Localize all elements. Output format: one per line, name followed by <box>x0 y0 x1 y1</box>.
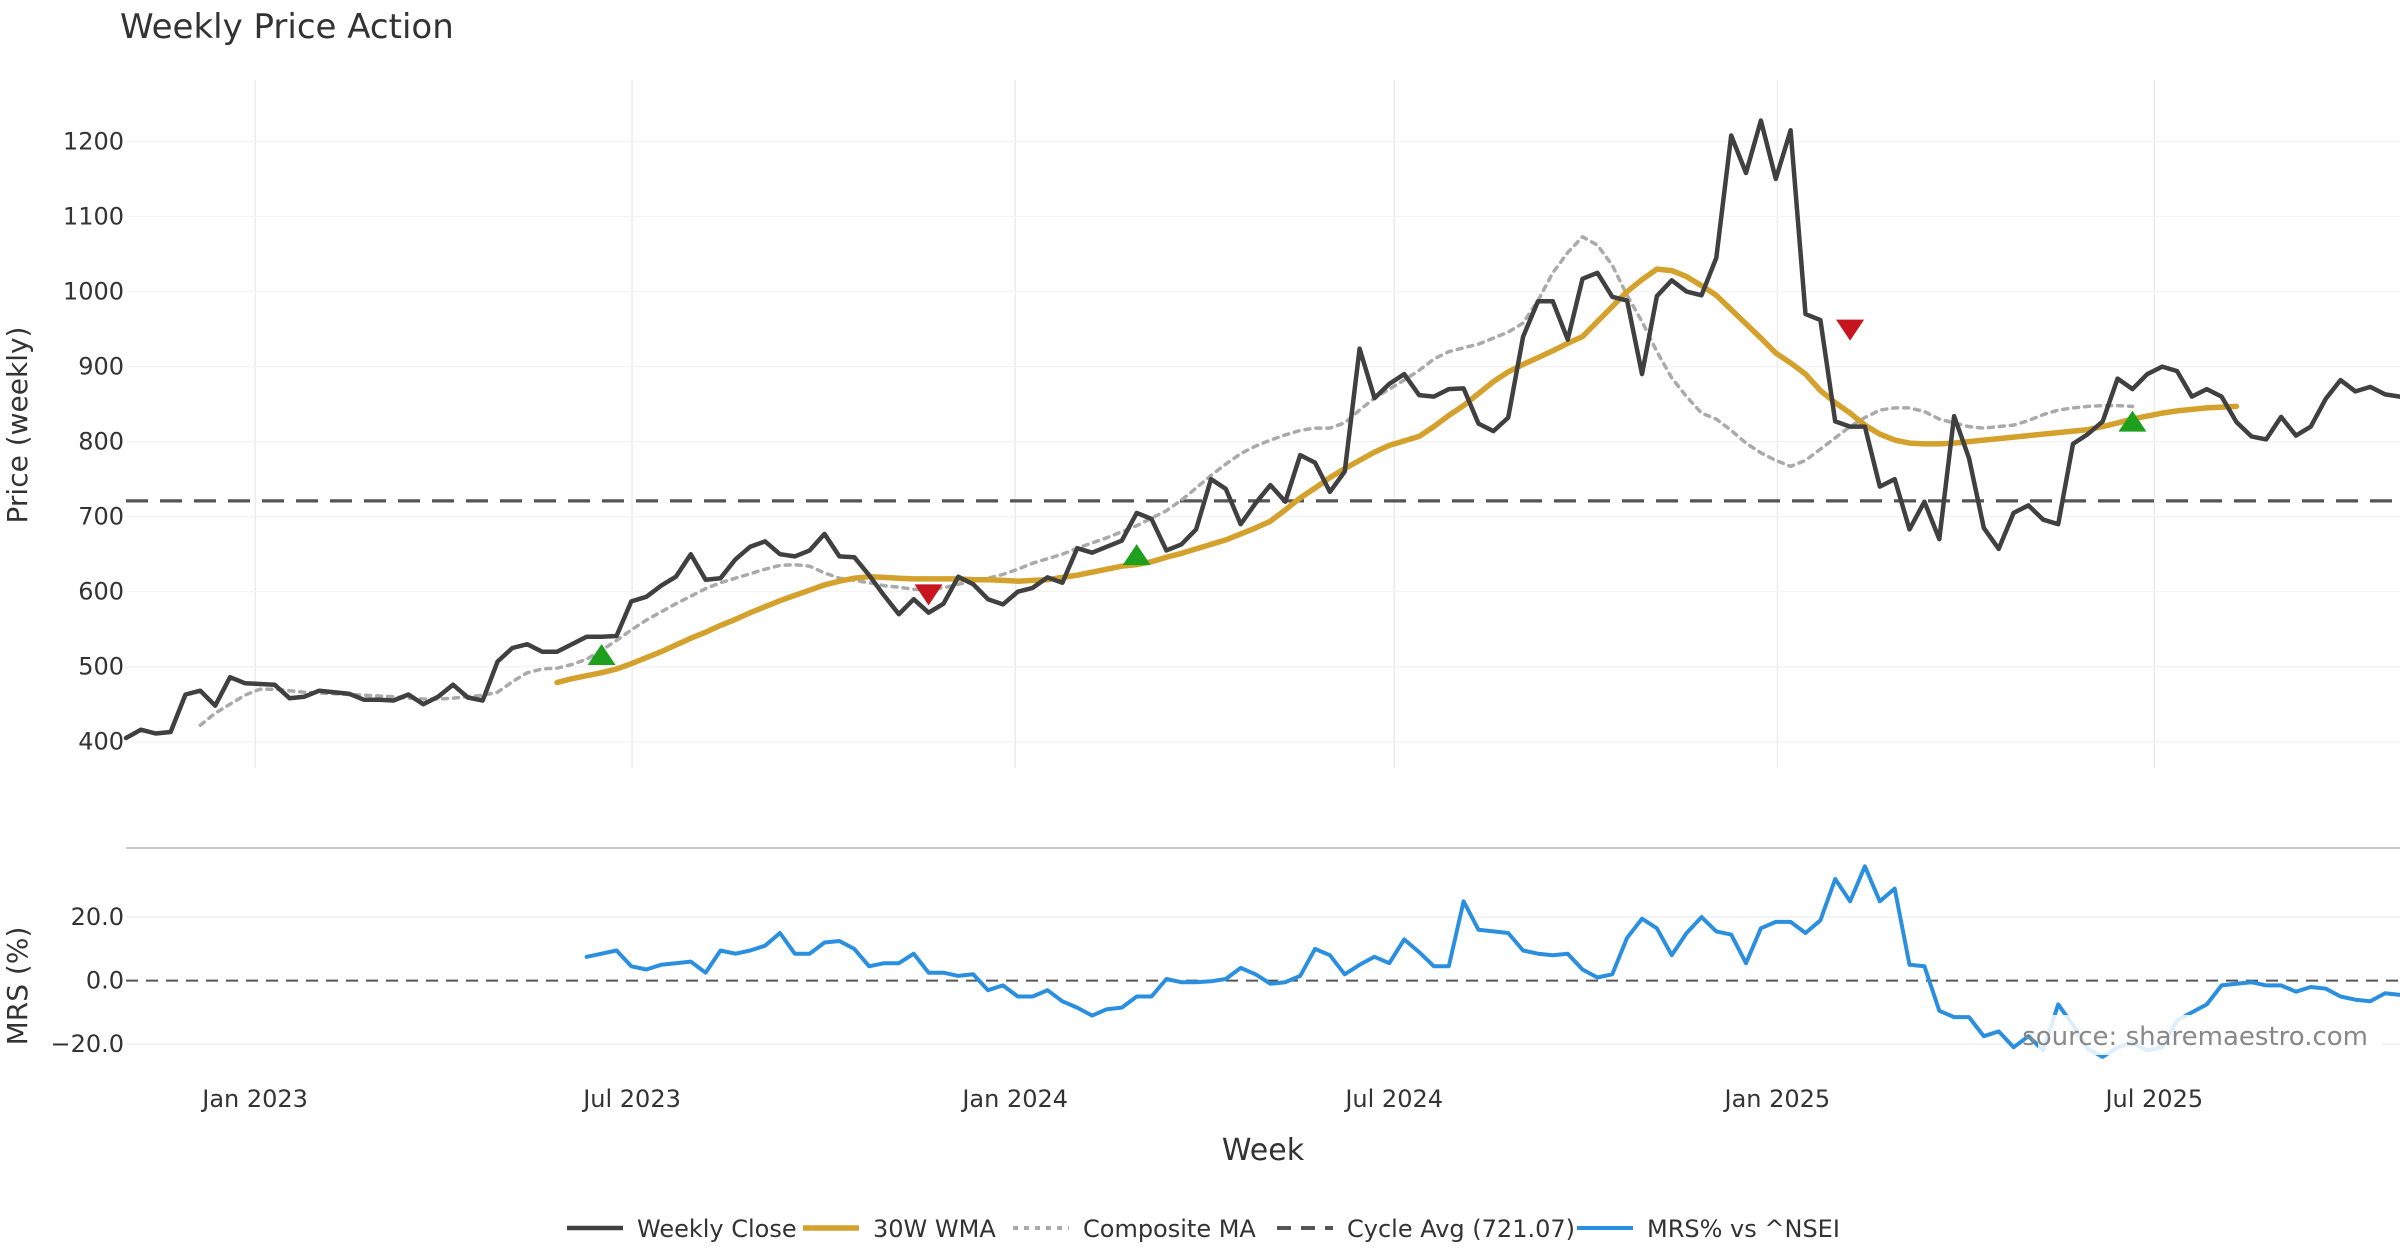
mrs-tick-label: −20.0 <box>50 1030 124 1058</box>
source-note: source: sharemaestro.com <box>2022 1022 2368 1052</box>
legend: Weekly Close 30W WMA Composite MA Cycle Avg… <box>567 1215 1840 1243</box>
chart-title: Weekly Price Action <box>120 7 454 47</box>
series-30w-wma <box>554 266 2240 686</box>
legend-item-mrs-vs-nsei: MRS% vs ^NSEI <box>1577 1215 1840 1243</box>
legend-label: Cycle Avg (721.07) <box>1347 1215 1575 1243</box>
legend-item-weekly-close: Weekly Close <box>567 1215 797 1243</box>
marker-layer <box>587 319 2147 665</box>
price-axis-label: Price (weekly) <box>1 327 34 524</box>
x-tick-label: Jan 2023 <box>200 1085 308 1113</box>
price-tick-label: 800 <box>78 428 124 456</box>
series-layer <box>123 118 2400 1059</box>
series-composite-ma <box>198 235 2135 727</box>
x-tick-label: Jan 2025 <box>1723 1085 1831 1113</box>
series-weekly-close <box>123 118 2400 741</box>
price-tick-label: 900 <box>78 353 124 381</box>
sell-signal-marker <box>1836 319 1865 341</box>
legend-item-cycle-avg-721-07: Cycle Avg (721.07) <box>1277 1215 1575 1243</box>
price-tick-label: 1200 <box>63 128 124 156</box>
price-tick-label: 1100 <box>63 203 124 231</box>
mrs-axis-label: MRS (%) <box>1 927 34 1046</box>
buy-signal-marker <box>587 643 616 665</box>
x-tick-label: Jan 2024 <box>960 1085 1068 1113</box>
mrs-y-ticks: 20.0 0.0 −20.0 <box>50 903 124 1058</box>
legend-label: MRS% vs ^NSEI <box>1647 1215 1840 1243</box>
price-tick-label: 500 <box>78 653 124 681</box>
legend-label: Composite MA <box>1083 1215 1256 1243</box>
legend-label: 30W WMA <box>873 1215 996 1243</box>
mrs-tick-label: 20.0 <box>71 903 124 931</box>
price-grid <box>126 80 2400 768</box>
source-note-backdrop <box>2038 1015 2382 1055</box>
buy-signal-marker <box>1122 544 1151 566</box>
price-y-ticks: 400 500 600 700 800 900 1000 1100 1200 <box>63 128 124 756</box>
x-tick-label: Jul 2023 <box>581 1085 681 1113</box>
mrs-tick-label: 0.0 <box>86 967 124 995</box>
x-tick-label: Jul 2025 <box>2103 1085 2203 1113</box>
price-tick-label: 400 <box>78 728 124 756</box>
legend-label: Weekly Close <box>637 1215 797 1243</box>
sell-signal-marker <box>914 584 943 606</box>
x-axis-label: Week <box>1222 1133 1305 1168</box>
series-mrs-vs-nsei <box>584 864 2400 1059</box>
x-ticks: Jan 2023 Jul 2023 Jan 2024 Jul 2024 Jan 2025… <box>200 1085 2203 1113</box>
price-tick-label: 700 <box>78 503 124 531</box>
price-tick-label: 1000 <box>63 278 124 306</box>
x-tick-label: Jul 2024 <box>1343 1085 1443 1113</box>
price-tick-label: 600 <box>78 578 124 606</box>
legend-item-composite-ma: Composite MA <box>1013 1215 1256 1243</box>
buy-signal-marker <box>2118 410 2147 432</box>
legend-item-30w-wma: 30W WMA <box>803 1215 996 1243</box>
